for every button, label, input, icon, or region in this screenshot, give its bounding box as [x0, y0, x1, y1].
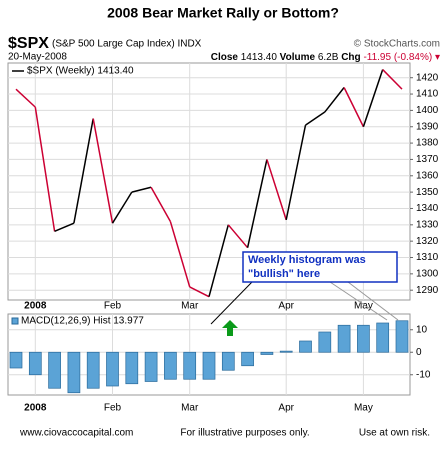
x-tick-label: Apr	[278, 301, 294, 312]
y-tick-label: 1300	[416, 268, 439, 279]
chg-label: Chg	[341, 52, 360, 63]
histogram-bar	[86, 351, 100, 389]
chg-arrow: ▾	[435, 52, 440, 63]
green-arrow	[222, 320, 238, 336]
y-tick-label: 1330	[416, 219, 439, 230]
x-tick-label: May	[354, 403, 373, 414]
volume-label: Volume	[280, 52, 316, 63]
histogram-bar	[164, 351, 177, 380]
x-tick-label: May	[354, 301, 373, 312]
y-tick-label: 1340	[416, 203, 439, 214]
chg-value: -11.95 (-0.84%)	[363, 52, 432, 63]
histogram-bar	[376, 322, 390, 353]
y-tick-label: 1370	[416, 154, 439, 165]
price-segment	[111, 191, 133, 224]
y-tick-label: 1420	[416, 72, 439, 83]
y-tick-label: -10	[416, 369, 431, 380]
price-segment	[131, 186, 152, 193]
y-tick-label: 1410	[416, 89, 439, 100]
legend-label: MACD(12,26,9) Hist 13.977	[21, 316, 144, 327]
callout-text: "bullish" here	[248, 268, 320, 280]
histogram-bar	[144, 351, 158, 382]
price-segment	[169, 221, 191, 288]
histogram-bar	[318, 331, 332, 353]
close-value: 1413.40	[241, 52, 278, 63]
histogram-bar	[260, 351, 274, 355]
y-tick-label: 10	[416, 324, 428, 335]
histogram-bar	[395, 320, 409, 353]
price-segment	[285, 124, 307, 221]
histogram-bar	[299, 340, 312, 353]
quote-line: Close 1413.40 Volume 6.2B Chg -11.95 (-0…	[211, 52, 440, 63]
y-tick-label: 1390	[416, 121, 439, 132]
price-segment	[362, 69, 384, 127]
histogram-bar	[125, 351, 139, 385]
y-tick-label: 1360	[416, 170, 439, 181]
source: © StockCharts.com	[354, 39, 440, 50]
x-tick-label: 2008	[24, 301, 47, 312]
price-segment	[266, 159, 287, 221]
histogram-bar	[337, 324, 351, 353]
histogram-bar	[221, 351, 235, 371]
price-segment	[15, 88, 36, 108]
price-segment	[189, 286, 210, 298]
symbol: $SPX	[8, 35, 49, 52]
price-segment	[227, 224, 249, 249]
histogram-bar	[279, 350, 293, 353]
histogram-bar	[28, 351, 42, 376]
close-label: Close	[211, 52, 239, 63]
price-segment	[92, 118, 114, 224]
y-tick-label: 1320	[416, 236, 439, 247]
x-tick-label: 2008	[24, 403, 47, 414]
footer-note: For illustrative purposes only.	[180, 428, 309, 439]
x-tick-label: Mar	[181, 403, 199, 414]
y-tick-label: 0	[416, 347, 422, 358]
histogram-bar	[357, 324, 370, 353]
y-tick-label: 1380	[416, 138, 439, 149]
price-segment	[150, 186, 172, 222]
volume-value: 6.2B	[318, 52, 339, 63]
price-segment	[343, 87, 365, 128]
y-tick-label: 1290	[416, 285, 439, 296]
histogram-bar	[202, 351, 216, 380]
footer-risk: Use at own risk.	[359, 428, 430, 439]
price-segment	[208, 224, 230, 297]
date: 20-May-2008	[8, 52, 67, 63]
x-tick-label: Mar	[181, 301, 199, 312]
price-segment	[324, 87, 345, 113]
legend-swatch	[11, 317, 19, 325]
price-segment	[305, 111, 326, 126]
chart-title: 2008 Bear Market Rally or Bottom?	[107, 5, 339, 21]
x-tick-label: Apr	[278, 403, 294, 414]
price-segment	[382, 69, 403, 90]
footer-site: www.ciovaccocapital.com	[19, 428, 133, 439]
price-segment	[54, 222, 75, 233]
index-name: (S&P 500 Large Cap Index) INDX	[52, 39, 202, 50]
y-tick-label: 1350	[416, 187, 439, 198]
price-segment	[73, 118, 94, 224]
x-tick-label: Feb	[104, 301, 122, 312]
y-tick-label: 1400	[416, 105, 439, 116]
y-tick-label: 1310	[416, 252, 439, 263]
legend-label: $SPX (Weekly) 1413.40	[27, 66, 134, 77]
callout-line	[210, 281, 253, 325]
histogram-bar	[9, 351, 23, 369]
histogram-bar	[67, 351, 81, 394]
callout-line	[347, 281, 399, 321]
x-tick-label: Feb	[104, 403, 122, 414]
histogram-bar	[241, 351, 254, 367]
callout-text: Weekly histogram was	[248, 254, 366, 266]
histogram-bar	[48, 351, 61, 389]
callout-box	[242, 251, 398, 283]
histogram-bar	[183, 351, 197, 380]
callout-line	[329, 281, 388, 321]
histogram-bar	[106, 351, 119, 387]
price-segment	[246, 159, 268, 248]
price-segment	[34, 107, 56, 232]
